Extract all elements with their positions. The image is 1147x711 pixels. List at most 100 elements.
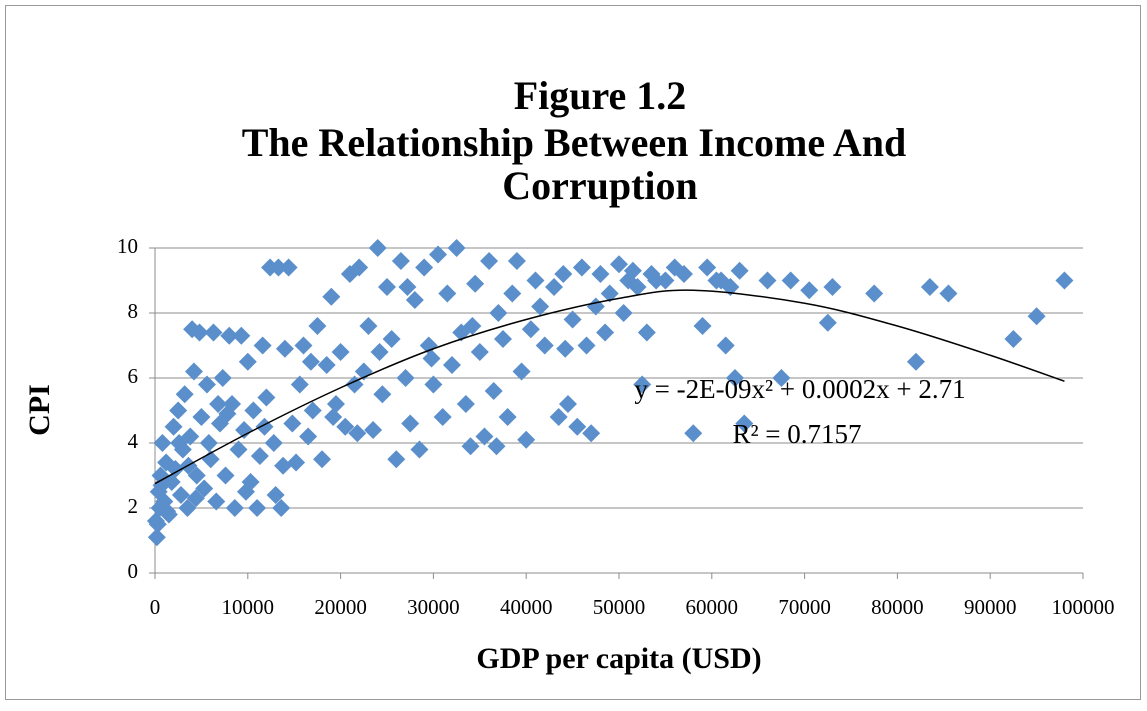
point	[475, 427, 494, 446]
point	[716, 336, 735, 355]
point	[348, 424, 367, 443]
point	[370, 343, 389, 361]
point	[939, 284, 958, 303]
point	[623, 261, 642, 280]
point	[563, 310, 582, 329]
point	[684, 424, 703, 443]
point	[232, 326, 251, 345]
x-tick-label: 50000	[593, 595, 646, 619]
point	[275, 339, 294, 358]
point	[204, 323, 223, 342]
point	[517, 430, 536, 449]
point	[287, 453, 306, 472]
point	[484, 382, 503, 400]
point	[164, 417, 183, 436]
point	[398, 278, 417, 296]
point	[216, 466, 235, 485]
r-squared: R² = 0.7157	[732, 419, 861, 449]
point	[186, 489, 205, 508]
point	[1055, 271, 1074, 290]
point	[158, 502, 177, 521]
point	[1004, 330, 1023, 348]
point	[326, 395, 345, 413]
point	[698, 258, 717, 277]
point	[290, 375, 309, 394]
point	[410, 440, 429, 459]
point	[461, 437, 480, 456]
point	[535, 336, 554, 355]
point	[225, 499, 244, 517]
point	[199, 434, 218, 452]
point	[190, 323, 209, 342]
point	[656, 271, 675, 290]
point	[253, 336, 272, 355]
x-tick-label: 0	[150, 595, 161, 619]
point	[447, 239, 466, 257]
point	[438, 284, 457, 303]
point	[294, 336, 313, 355]
point	[781, 271, 800, 290]
point	[257, 388, 276, 407]
point	[920, 278, 939, 296]
point	[336, 417, 355, 436]
point	[422, 349, 441, 368]
point	[610, 255, 628, 274]
x-tick-label: 70000	[778, 595, 831, 619]
point	[301, 352, 320, 371]
point	[726, 369, 744, 387]
point	[600, 284, 619, 303]
y-tick-label: 8	[128, 299, 139, 323]
point	[368, 239, 387, 257]
point	[213, 369, 232, 387]
trend	[154, 289, 1065, 485]
point	[350, 258, 369, 277]
point	[197, 375, 216, 394]
point	[248, 499, 267, 517]
point	[721, 278, 740, 296]
point	[299, 427, 318, 446]
point	[274, 456, 293, 475]
x-tick-label: 20000	[314, 595, 367, 619]
point	[308, 317, 327, 335]
point	[364, 421, 383, 439]
point	[166, 460, 185, 478]
point	[526, 271, 545, 290]
point	[195, 479, 214, 498]
x-tick-label: 10000	[222, 595, 275, 619]
grid: 0 2 4 6 8 10 0 10000 20000 30000 40000 50000 60000 70…	[117, 234, 1115, 619]
point	[489, 304, 508, 322]
point	[244, 401, 263, 420]
point	[317, 356, 336, 374]
point	[1027, 307, 1046, 326]
point	[169, 401, 188, 420]
point	[637, 323, 656, 342]
point	[556, 339, 575, 358]
point	[178, 499, 197, 517]
point	[209, 395, 228, 413]
point	[772, 369, 791, 387]
point	[170, 434, 189, 452]
point	[758, 271, 777, 290]
point	[272, 499, 291, 517]
point	[415, 258, 434, 277]
point	[218, 404, 237, 423]
point	[494, 330, 512, 348]
point	[419, 336, 438, 355]
point	[614, 304, 633, 322]
point	[387, 450, 406, 469]
point	[429, 245, 448, 264]
point	[730, 261, 749, 280]
point	[401, 414, 420, 433]
point	[236, 482, 255, 501]
point	[818, 313, 837, 332]
point	[512, 362, 531, 381]
point	[153, 434, 172, 452]
point	[373, 385, 392, 404]
x-axis-title: GDP per capita (USD)	[476, 642, 761, 675]
point	[391, 252, 410, 270]
point	[433, 408, 452, 426]
point	[480, 252, 499, 270]
point	[693, 317, 712, 335]
point	[405, 291, 424, 309]
